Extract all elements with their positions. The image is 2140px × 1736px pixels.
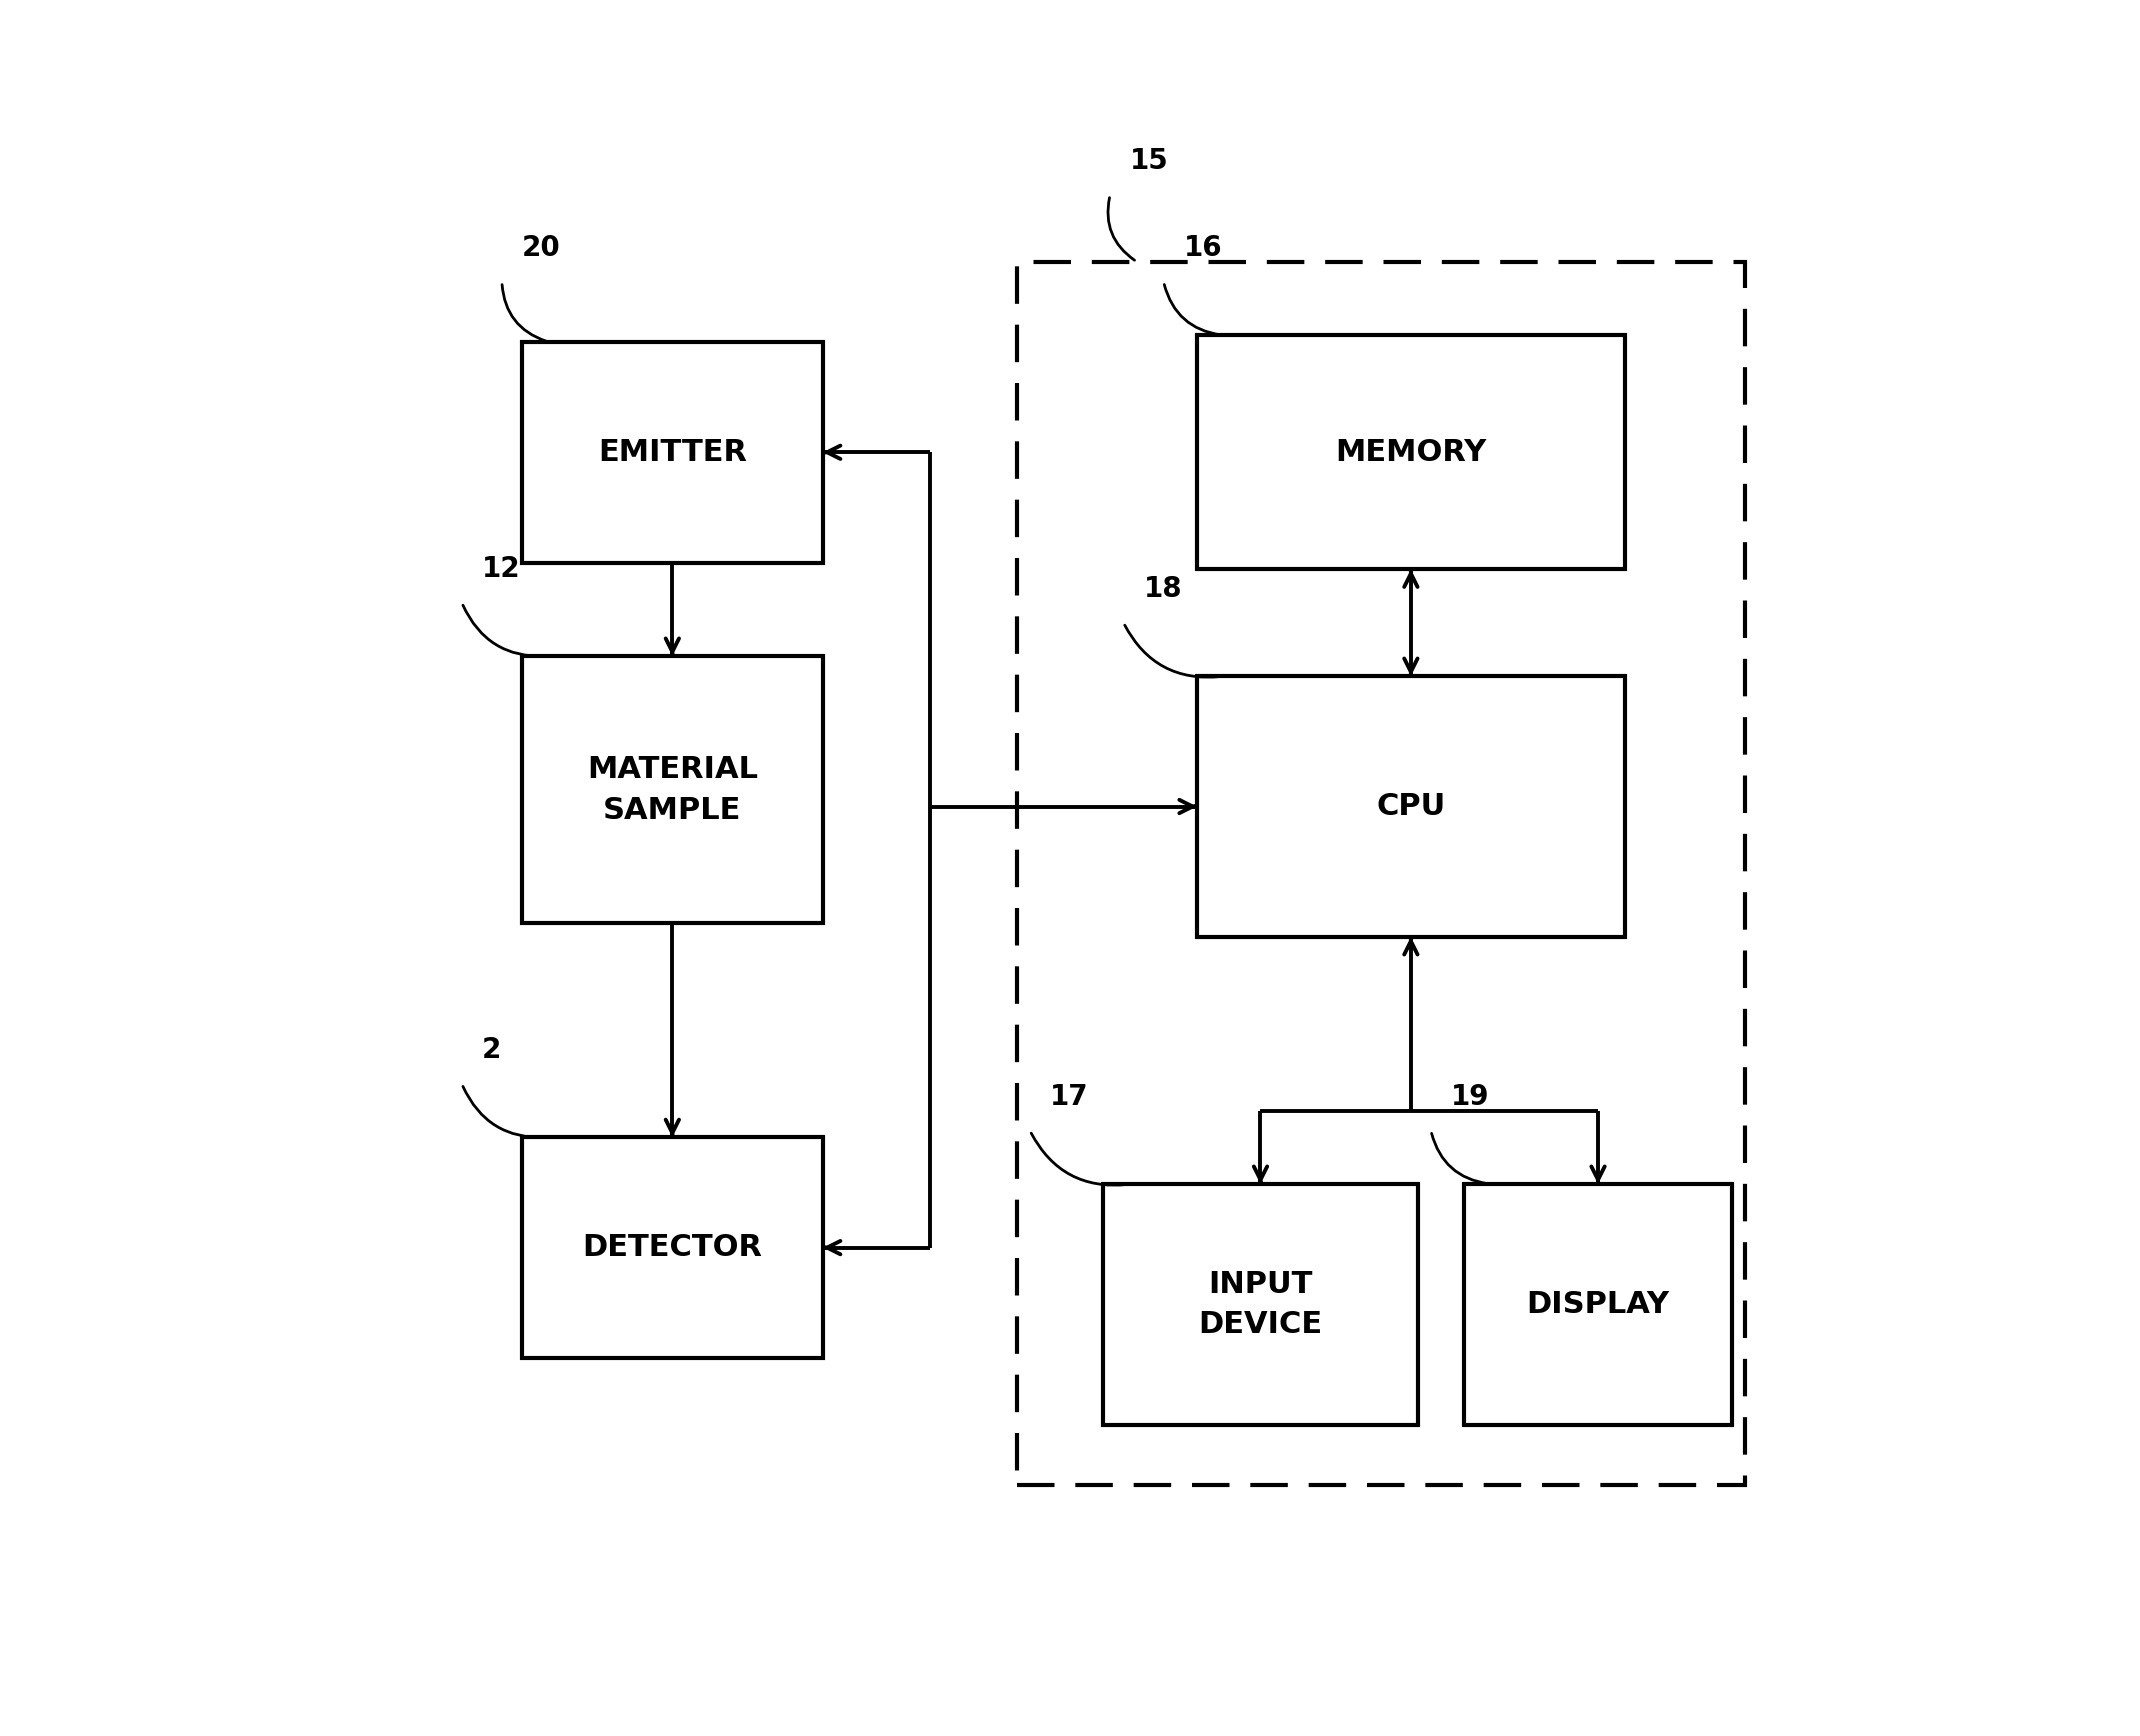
Bar <box>1196 335 1624 569</box>
Text: MEMORY: MEMORY <box>1335 437 1487 467</box>
Text: 17: 17 <box>1051 1083 1089 1111</box>
Text: 16: 16 <box>1183 234 1222 262</box>
Bar <box>1196 677 1624 937</box>
Bar <box>1104 1184 1417 1425</box>
Text: INPUT
DEVICE: INPUT DEVICE <box>1198 1269 1323 1338</box>
Text: 19: 19 <box>1451 1083 1489 1111</box>
Text: 12: 12 <box>482 554 520 583</box>
Bar <box>522 656 822 924</box>
Text: MATERIAL
SAMPLE: MATERIAL SAMPLE <box>586 755 758 825</box>
Text: 2: 2 <box>482 1036 501 1064</box>
Bar <box>1016 262 1744 1484</box>
Text: 15: 15 <box>1130 148 1168 175</box>
Bar <box>522 342 822 562</box>
Text: 18: 18 <box>1143 575 1181 602</box>
Bar <box>522 1137 822 1358</box>
Text: EMITTER: EMITTER <box>597 437 747 467</box>
Text: CPU: CPU <box>1376 792 1444 821</box>
Bar <box>1464 1184 1731 1425</box>
Text: DETECTOR: DETECTOR <box>582 1233 762 1262</box>
Text: DISPLAY: DISPLAY <box>1526 1290 1669 1319</box>
Text: 20: 20 <box>522 234 561 262</box>
